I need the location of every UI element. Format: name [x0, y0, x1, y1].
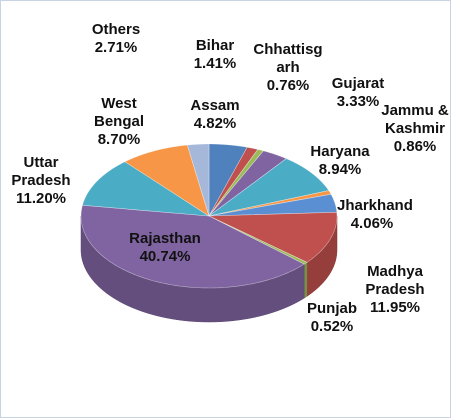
pie-slice — [80, 204, 305, 289]
category-label: Punjab — [306, 300, 357, 317]
pie-slice — [186, 143, 210, 217]
category-label: Bihar — [195, 37, 235, 54]
data-label: West Bengal 8.70% — [81, 95, 157, 149]
pie-slice-side — [303, 261, 308, 299]
value-label: 40.74% — [139, 248, 191, 265]
category-label: West Bengal — [93, 95, 144, 130]
pie-slice — [208, 146, 259, 217]
category-label: Rajasthan — [129, 230, 201, 247]
data-label: Jharkhand 4.06% — [337, 197, 413, 233]
value-label: 2.71% — [94, 39, 138, 56]
data-label: Haryana 8.94% — [297, 143, 383, 179]
category-label: Gujarat — [331, 75, 385, 92]
category-label: Jammu & Kashmir — [381, 102, 449, 137]
value-label: 11.20% — [15, 190, 67, 207]
pie-slice — [124, 144, 210, 217]
data-label: Jammu & Kashmir 0.86% — [379, 102, 450, 156]
category-label: Chhattisgarh — [253, 41, 323, 76]
data-label: Others 2.71% — [81, 21, 151, 57]
value-label: 1.41% — [193, 55, 237, 72]
value-label: 0.52% — [310, 318, 354, 335]
category-label: Assam — [190, 97, 240, 114]
pie-slice — [208, 143, 248, 218]
category-label: Haryana — [310, 143, 370, 160]
pie-slice — [208, 211, 338, 263]
value-label: 0.76% — [266, 77, 310, 94]
value-label: 3.33% — [336, 93, 380, 110]
pie-slice — [208, 150, 287, 217]
data-label: Bihar 1.41% — [184, 37, 246, 73]
pie-slice — [208, 193, 338, 217]
data-label: Gujarat 3.33% — [321, 75, 395, 111]
pie-slice — [208, 158, 330, 217]
value-label: 0.86% — [393, 138, 437, 155]
value-label: 4.06% — [350, 215, 394, 232]
category-label: Madhya Pradesh — [365, 263, 425, 298]
data-label: Punjab 0.52% — [301, 300, 363, 336]
value-label: 11.95% — [369, 299, 421, 316]
value-label: 8.94% — [318, 161, 362, 178]
data-label: Uttar Pradesh 11.20% — [1, 154, 81, 208]
category-label: Jharkhand — [337, 197, 413, 214]
category-label: Uttar Pradesh — [11, 154, 71, 189]
category-label: Others — [91, 21, 141, 38]
value-label: 8.70% — [97, 131, 141, 148]
value-label: 4.82% — [193, 115, 237, 132]
data-label: Rajasthan 40.74% — [115, 230, 215, 266]
data-label: Madhya Pradesh 11.95% — [351, 263, 439, 317]
pie-slice — [82, 161, 210, 217]
data-label: Chhattisgarh 0.76% — [253, 41, 323, 95]
data-label: Assam 4.82% — [184, 97, 246, 133]
